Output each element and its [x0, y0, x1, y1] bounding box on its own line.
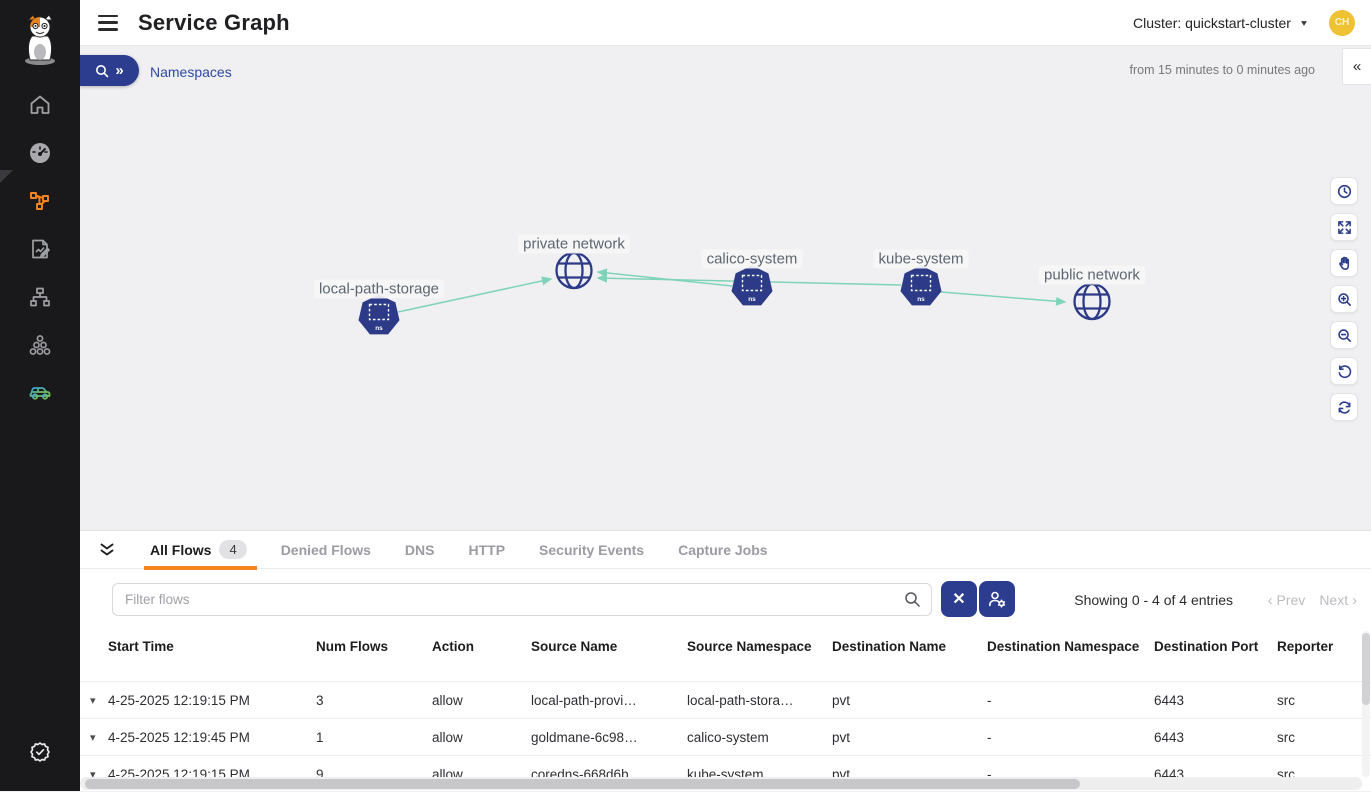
- tab-all-flows[interactable]: All Flows 4: [144, 531, 257, 570]
- sidebar-item-reports[interactable]: [28, 237, 52, 261]
- graph-node-local-path-storage[interactable]: ns: [357, 293, 401, 344]
- calico-cat-logo[interactable]: [20, 14, 60, 66]
- flows-table-header: Start Time Num Flows Action Source Name …: [80, 629, 1371, 681]
- flow-row[interactable]: ▾ 4-25-2025 12:19:15 PM 3 allow local-pa…: [80, 681, 1371, 718]
- fullscreen-button[interactable]: [1330, 213, 1358, 241]
- service-graph-canvas[interactable]: » Namespaces from 15 minutes to 0 minute…: [80, 46, 1371, 530]
- tab-security-events[interactable]: Security Events: [539, 541, 645, 558]
- graph-node-label: private network: [518, 234, 630, 254]
- time-range-label: from 15 minutes to 0 minutes ago: [1129, 63, 1315, 77]
- expand-row-icon[interactable]: ▾: [90, 694, 96, 707]
- col-destination-namespace[interactable]: Destination Namespace: [987, 639, 1140, 654]
- horizontal-scrollbar-thumb[interactable]: [85, 778, 1080, 789]
- col-num-flows[interactable]: Num Flows: [316, 639, 389, 654]
- horizontal-scrollbar[interactable]: [80, 777, 1362, 790]
- graph-node-private-network[interactable]: [553, 250, 595, 297]
- svg-text:ns: ns: [748, 296, 756, 303]
- graph-node-calico-system[interactable]: ns: [730, 264, 774, 315]
- user-settings-button[interactable]: [979, 581, 1015, 617]
- col-action[interactable]: Action: [432, 639, 474, 654]
- sidebar-item-service-graph[interactable]: [28, 189, 52, 213]
- search-icon: [96, 64, 109, 77]
- flows-filter-row: ✕ Showing 0 - 4 of 4 entries ‹ Prev Next…: [80, 569, 1371, 629]
- double-chevron-right-icon: »: [115, 62, 124, 79]
- vertical-scrollbar[interactable]: [1362, 631, 1370, 777]
- sidebar: [0, 0, 80, 791]
- search-icon[interactable]: [904, 591, 921, 608]
- top-header: Service Graph Cluster: quickstart-cluste…: [80, 0, 1371, 46]
- flows-tabs: All Flows 4 Denied Flows DNS HTTP Securi…: [80, 531, 1371, 570]
- col-start-time[interactable]: Start Time: [108, 639, 174, 654]
- chevron-down-icon: ▾: [1300, 16, 1307, 29]
- cluster-selector-label: Cluster: quickstart-cluster: [1133, 14, 1291, 31]
- sidebar-item-workloads-car[interactable]: [28, 380, 52, 404]
- pagination-status: Showing 0 - 4 of 4 entries: [1074, 592, 1233, 608]
- flow-row[interactable]: ▾ 4-25-2025 12:19:45 PM 1 allow goldmane…: [80, 718, 1371, 755]
- col-source-name[interactable]: Source Name: [531, 639, 618, 654]
- breadcrumb[interactable]: Namespaces: [150, 64, 232, 80]
- active-section-notch: [0, 170, 13, 183]
- refresh-button[interactable]: [1330, 393, 1358, 421]
- sidebar-item-dashboard[interactable]: [28, 141, 52, 165]
- graph-node-public-network[interactable]: [1071, 281, 1113, 328]
- graph-edges: [397, 268, 1067, 313]
- filter-flows-input[interactable]: [112, 583, 932, 616]
- zoom-out-button[interactable]: [1330, 321, 1358, 349]
- graph-node-label: kube-system: [873, 249, 969, 269]
- graph-search-pill[interactable]: »: [80, 55, 139, 86]
- col-reporter[interactable]: Reporter: [1277, 639, 1334, 654]
- cluster-selector[interactable]: Cluster: quickstart-cluster ▾: [1133, 15, 1307, 31]
- collapse-right-panel-button[interactable]: «: [1342, 48, 1371, 85]
- double-chevron-down-icon[interactable]: [98, 542, 116, 558]
- clear-filter-button[interactable]: ✕: [941, 581, 977, 617]
- graph-node-kube-system[interactable]: ns: [899, 264, 943, 315]
- svg-text:ns: ns: [375, 325, 383, 332]
- tab-http[interactable]: HTTP: [468, 541, 506, 558]
- col-source-namespace[interactable]: Source Namespace: [687, 639, 812, 654]
- zoom-in-button[interactable]: [1330, 285, 1358, 313]
- col-destination-name[interactable]: Destination Name: [832, 639, 947, 654]
- expand-row-icon[interactable]: ▾: [90, 768, 96, 781]
- tab-denied-flows[interactable]: Denied Flows: [280, 541, 371, 558]
- next-page-button[interactable]: Next ›: [1319, 592, 1357, 609]
- prev-page-button[interactable]: ‹ Prev: [1267, 592, 1306, 609]
- tab-capture-jobs[interactable]: Capture Jobs: [678, 541, 768, 558]
- time-machine-button[interactable]: [1330, 177, 1358, 205]
- sidebar-item-home[interactable]: [28, 93, 52, 117]
- sidebar-item-network[interactable]: [28, 285, 52, 309]
- pan-hand-button[interactable]: [1330, 249, 1358, 277]
- svg-text:ns: ns: [917, 296, 925, 303]
- tab-dns[interactable]: DNS: [404, 541, 435, 558]
- sidebar-item-clusters[interactable]: [28, 333, 52, 357]
- page-title: Service Graph: [138, 9, 290, 35]
- graph-node-label: local-path-storage: [313, 279, 445, 299]
- flows-panel: All Flows 4 Denied Flows DNS HTTP Securi…: [80, 530, 1371, 791]
- undo-layout-button[interactable]: [1330, 357, 1358, 385]
- graph-tools: [1330, 177, 1358, 421]
- vertical-scrollbar-thumb[interactable]: [1362, 633, 1370, 705]
- avatar[interactable]: CH: [1329, 9, 1355, 36]
- col-destination-port[interactable]: Destination Port: [1154, 639, 1259, 654]
- expand-row-icon[interactable]: ▾: [90, 731, 96, 744]
- flows-table: Start Time Num Flows Action Source Name …: [80, 629, 1371, 792]
- all-flows-count-badge: 4: [219, 540, 247, 559]
- graph-node-label: public network: [1039, 265, 1145, 285]
- sidebar-item-compliance-badge[interactable]: [28, 740, 52, 764]
- menu-icon[interactable]: [98, 14, 118, 31]
- graph-node-label: calico-system: [701, 249, 803, 269]
